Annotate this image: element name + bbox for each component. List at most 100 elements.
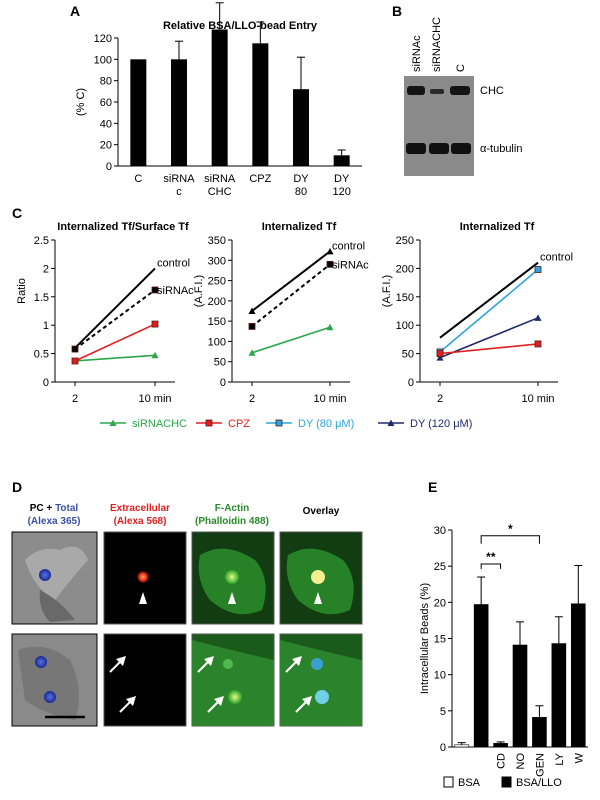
panel-letter-d: D [12,479,22,495]
y-tick-label: 100 [208,336,226,348]
significance-bracket [480,535,540,544]
bead-green [225,570,239,584]
y-tick-label: 300 [208,255,226,267]
x-tick-label: c [176,186,182,198]
data-marker [151,320,159,328]
x-tick-label: 80 [295,186,307,198]
series-line [74,354,156,362]
header-phalloidin: (Phalloidin 488) [195,516,269,527]
x-tick-label: NO [515,753,527,770]
data-marker [71,345,79,353]
y-tick-label: 100 [94,54,112,66]
bar [252,43,269,167]
y-tick-label: 0.5 [34,349,49,361]
header-alexa365: (Alexa 365) [28,516,81,527]
header-overlay: Overlay [303,506,340,517]
x-tick-label: CHC [208,186,232,198]
legend-label: CPZ [228,418,250,430]
data-marker [326,260,334,268]
y-tick-label: 1.5 [34,292,49,304]
x-tick-label: 2 [72,393,78,405]
y-tick-label: 15 [434,634,446,646]
x-tick-label: 120 [332,186,350,198]
data-marker [534,314,542,321]
blot-band [430,89,444,94]
bar [211,29,228,166]
series-line [439,343,539,355]
arrowhead [139,592,147,604]
data-marker [151,286,159,294]
arrowhead [292,656,302,666]
y-tick-label: 250 [396,235,414,247]
y-tick-label: 2 [43,263,49,275]
bar [512,644,528,748]
y-axis-label: (A.F.I.) [381,275,393,307]
y-tick-label: 5 [440,706,446,718]
x-tick-label: siRNA [204,173,236,185]
actin-area [280,640,362,726]
bead-overlay [311,658,323,670]
legend-label: DY (120 μM) [410,418,472,430]
lane-label: C [455,64,467,72]
x-tick-label: DY [293,173,309,185]
series-line [251,250,331,312]
x-tick-label: 2 [249,393,255,405]
data-marker [248,349,256,356]
arrowhead [314,592,322,604]
legend-swatch [443,776,454,788]
y-tick-label: 0 [440,742,446,754]
bar [551,643,567,748]
data-marker [326,247,334,255]
data-marker [109,419,117,426]
header-total: Total [55,503,78,514]
legend-swatch [501,776,512,788]
chart-c1: Internalized Tf/Surface Tf Ratio 0 0.5 1 1.5 2… [16,221,194,405]
bar [171,59,187,167]
series-line [74,267,156,349]
panel-letter-e: E [428,479,437,495]
y-tick-label: 60 [100,97,112,109]
x-tick-label: 10 min [313,393,346,405]
blot-band [406,143,426,154]
y-tick-label: 0 [106,161,112,173]
cell-shadow [39,590,75,622]
microscopy-panel: PC + Total (Alexa 365) Extracellular (Al… [11,503,363,727]
data-marker [248,307,256,314]
bead-green [228,690,242,704]
significance-label: ** [486,550,496,564]
blot-band [450,86,470,95]
series-label: siRNAc [332,259,369,271]
x-tick-label: 2 [437,393,443,405]
x-tick-label: C [134,173,142,185]
header-pc-total: PC + Total [30,503,79,514]
y-tick-label: 40 [100,118,112,130]
legend-label: DY (80 μM) [298,418,354,430]
x-tick-label: 10 min [138,393,171,405]
series-line [439,268,539,353]
bead-overlay [315,690,329,704]
arrowhead [204,656,214,666]
y-tick-label: 20 [434,597,446,609]
significance-bracket [480,563,502,569]
y-axis-label: Intracellular Beads (%) [419,583,431,694]
data-marker [326,323,334,331]
series-label: siRNAc [157,285,194,297]
y-tick-label: 200 [396,263,414,275]
y-tick-label: 0 [408,377,414,389]
data-marker [248,323,256,330]
data-marker [71,357,79,365]
legend-c: siRNACHC CPZ DY (80 μM) DY (120 μM) [100,418,472,430]
western-blot: siRNAc siRNACHC C CHC α-tubulin [404,17,522,176]
series-line [439,261,539,339]
chart-a: Relative BSA/LLO-bead Entry (% C) 0 20 40 60 8… [75,2,362,198]
series-label: control [157,257,190,269]
chart-title: Internalized Tf [460,221,535,233]
bar [130,59,147,167]
header-alexa568: (Alexa 568) [114,516,167,527]
y-tick-label: 80 [100,76,112,88]
legend-label: siRNACHC [132,418,187,430]
chart-title: Internalized Tf/Surface Tf [57,221,189,233]
y-tick-label: 0 [220,377,226,389]
series-line [251,263,331,328]
